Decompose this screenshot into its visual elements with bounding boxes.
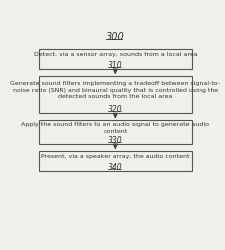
Text: 330: 330 bbox=[108, 136, 123, 144]
Text: Generate sound filters implementing a tradeoff between signal-to-
noise ratio (S: Generate sound filters implementing a tr… bbox=[10, 81, 220, 99]
Text: 310: 310 bbox=[108, 60, 123, 70]
Text: Detect, via a sensor array, sounds from a local area: Detect, via a sensor array, sounds from … bbox=[34, 52, 197, 57]
Text: 340: 340 bbox=[108, 162, 123, 172]
Text: 320: 320 bbox=[108, 105, 123, 114]
Bar bbox=[39, 151, 192, 171]
Text: Present, via a speaker array, the audio content: Present, via a speaker array, the audio … bbox=[41, 154, 189, 159]
Bar bbox=[39, 120, 192, 144]
Bar bbox=[39, 49, 192, 68]
Text: Apply the sound filters to an audio signal to generate audio
content: Apply the sound filters to an audio sign… bbox=[21, 122, 209, 134]
Text: 300: 300 bbox=[106, 32, 125, 42]
Bar bbox=[39, 76, 192, 113]
